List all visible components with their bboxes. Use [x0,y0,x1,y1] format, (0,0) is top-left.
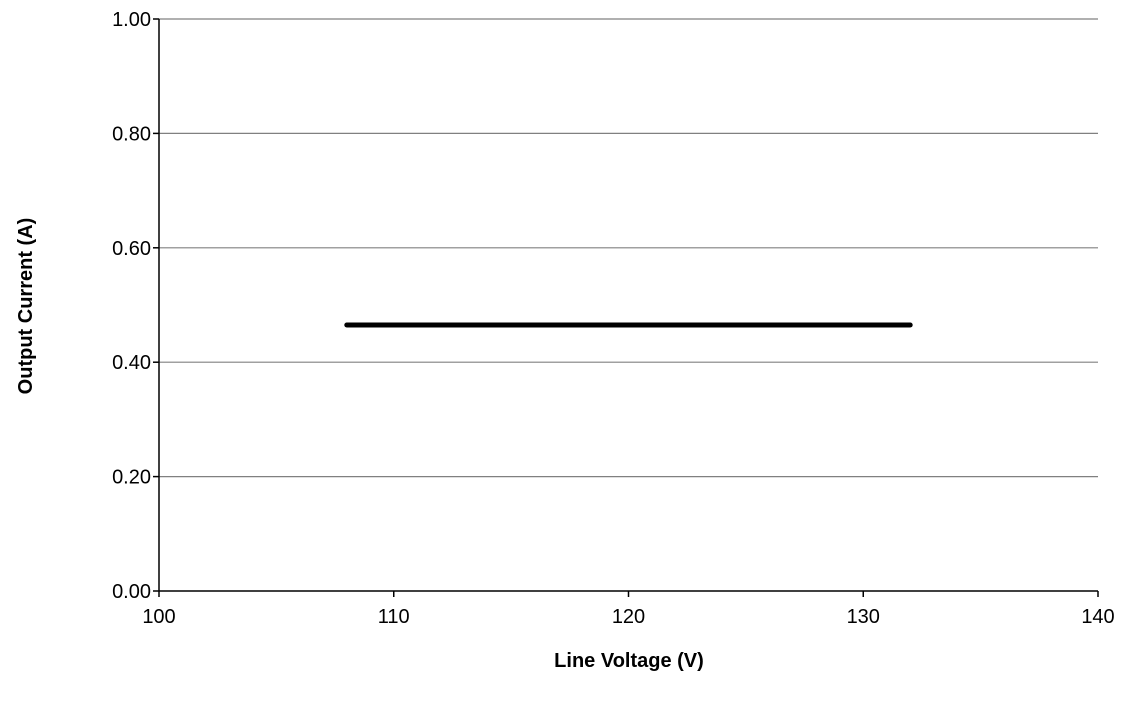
gridlines [159,18,1098,478]
y-tick-label: 0.60 [112,238,151,260]
y-tick-label: 1.00 [112,9,151,31]
x-tick-label: 140 [1081,606,1114,628]
x-tick-label: 120 [612,606,645,628]
y-tick-label: 0.40 [112,352,151,374]
x-axis-ticks: 100 110 120 130 140 [142,591,1115,628]
x-tick-label: 110 [378,606,410,628]
x-tick-label: 130 [847,606,880,628]
y-tick-label: 0.00 [112,581,151,603]
x-axis-title: Line Voltage (V) [554,650,704,672]
axes [158,19,1098,592]
y-axis-ticks: 0.00 0.20 0.40 0.60 0.80 1.00 [112,9,159,603]
y-tick-label: 0.20 [112,467,151,489]
y-axis-title: Output Current (A) [15,218,37,395]
x-tick-label: 100 [142,606,175,628]
y-tick-label: 0.80 [112,123,151,145]
